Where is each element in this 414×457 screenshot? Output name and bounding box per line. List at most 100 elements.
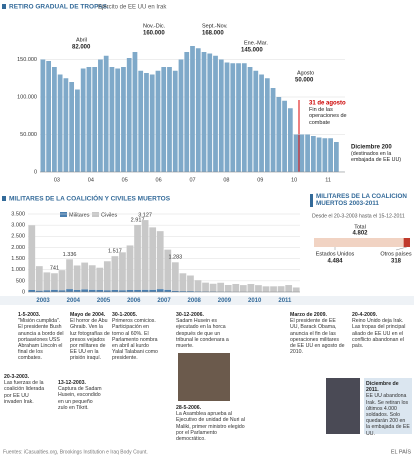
bar bbox=[264, 78, 270, 172]
annotation: Ene.-Mar. bbox=[244, 40, 268, 46]
bar bbox=[149, 227, 157, 290]
total-value: 4.802 bbox=[352, 231, 368, 237]
chart-title: RETIRO GRADUAL DE TROPAS. bbox=[9, 4, 109, 11]
annotation-box: (destinados en la embajada de EE UU) bbox=[351, 151, 402, 164]
bar bbox=[75, 89, 80, 172]
annotation: Diciembre 200 bbox=[351, 145, 392, 151]
bar bbox=[126, 245, 134, 290]
bar bbox=[194, 291, 202, 292]
bar bbox=[209, 283, 217, 292]
value-label: 3.127 bbox=[138, 213, 152, 219]
y-tick-label: 1.500 bbox=[11, 256, 25, 262]
bar bbox=[285, 285, 293, 292]
bar bbox=[310, 136, 316, 172]
bar bbox=[98, 59, 103, 172]
bar bbox=[109, 67, 115, 172]
other-bar bbox=[403, 238, 410, 247]
bar bbox=[73, 265, 81, 290]
bar bbox=[96, 267, 104, 290]
bar bbox=[276, 97, 282, 172]
x-tick-label: 06 bbox=[156, 177, 162, 183]
annotation: 82.000 bbox=[72, 45, 91, 51]
x-tick-label: 10 bbox=[291, 177, 297, 183]
bar bbox=[92, 67, 98, 172]
annotation: 31 de agosto bbox=[309, 101, 346, 107]
event: Diciembre de 2011. EE UU abandona Irak. S… bbox=[366, 381, 410, 437]
bar bbox=[322, 138, 328, 172]
bar bbox=[293, 134, 299, 172]
photo-saddam bbox=[178, 353, 230, 401]
bar bbox=[167, 67, 172, 172]
bar bbox=[126, 58, 132, 172]
header-marker bbox=[310, 194, 313, 207]
bar bbox=[184, 52, 190, 172]
bar bbox=[111, 256, 119, 290]
event: 30-12-2006. Sadam Husein es ejecutado en … bbox=[176, 312, 229, 350]
event: 1-5-2003. "Misión cumplida". El president… bbox=[18, 312, 64, 362]
y-tick-label: 3.500 bbox=[11, 211, 25, 217]
bar bbox=[155, 70, 161, 172]
annotation: Sept.-Nov. bbox=[202, 23, 228, 29]
y-tick-label: 50.000 bbox=[20, 132, 37, 138]
bar bbox=[86, 67, 92, 172]
bar bbox=[111, 289, 119, 292]
annotation: 145.000 bbox=[241, 48, 263, 54]
x-tick-label: 11 bbox=[325, 177, 331, 183]
bar bbox=[259, 74, 264, 172]
x-tick-label: 08 bbox=[223, 177, 229, 183]
y-tick-label: 0 bbox=[34, 169, 37, 175]
photo-obama bbox=[326, 378, 360, 434]
bar bbox=[73, 289, 81, 292]
bar bbox=[69, 82, 75, 172]
bar bbox=[218, 59, 224, 172]
annotation: Agosto bbox=[297, 70, 314, 76]
x-tick-label: 2003 bbox=[36, 298, 50, 304]
other-label: Otros países bbox=[380, 251, 411, 257]
x-tick-label: 2009 bbox=[218, 298, 232, 304]
bar bbox=[292, 287, 300, 292]
bar bbox=[241, 63, 247, 172]
bar bbox=[187, 275, 194, 292]
annotation: Fin de las operaciones de combate bbox=[309, 107, 347, 126]
panel-title-box: MILITARES DE LA COALICIÓN MUERTOS 2003-2… bbox=[316, 193, 407, 207]
value-label: 1.336 bbox=[63, 252, 77, 258]
legend-swatch bbox=[92, 212, 99, 217]
bar bbox=[119, 252, 126, 291]
bar bbox=[270, 286, 277, 292]
bar bbox=[247, 67, 253, 172]
legend-label: Militares bbox=[69, 212, 90, 218]
bar bbox=[63, 78, 69, 172]
y-tick-label: 2.000 bbox=[11, 245, 25, 251]
event: Mayo de 2004. El horror de Abu Ghraib. Ve… bbox=[70, 312, 110, 362]
event: 30-1-2005. Primeros comicios. Participaci… bbox=[112, 312, 158, 362]
x-tick-label: 2011 bbox=[278, 298, 292, 304]
annotation: Abril bbox=[76, 37, 87, 43]
bar bbox=[88, 289, 96, 292]
source: Fuentes: iCasualties.org, Brookings Inst… bbox=[3, 449, 148, 455]
bar bbox=[40, 59, 46, 172]
bar bbox=[333, 142, 339, 172]
bar bbox=[247, 284, 255, 292]
bar bbox=[236, 63, 241, 172]
annotation: 50.000 bbox=[295, 78, 314, 84]
panel-subtitle: Desde el 20-3-2003 hasta el 15-12-2011 bbox=[312, 213, 405, 219]
bar bbox=[119, 290, 126, 292]
bar bbox=[232, 283, 240, 292]
bar bbox=[103, 290, 111, 292]
bar bbox=[224, 284, 232, 292]
bar bbox=[28, 289, 36, 292]
event: Marzo de 2009. El presidente de EE UU, Ba… bbox=[290, 312, 345, 356]
event: 13-12-2003. Captura de Sadam Husein, esco… bbox=[58, 380, 102, 411]
brand: EL PAÍS bbox=[391, 448, 412, 455]
bar bbox=[134, 289, 141, 292]
bar bbox=[149, 74, 155, 172]
bar bbox=[270, 88, 276, 172]
bar bbox=[66, 259, 73, 290]
x-tick-label: 2008 bbox=[188, 298, 202, 304]
value-label: 1.517 bbox=[108, 249, 122, 255]
annotation: (destinados en la embajada de EE UU) bbox=[351, 151, 402, 164]
bar bbox=[57, 74, 63, 172]
leader bbox=[395, 246, 407, 251]
bar bbox=[195, 48, 201, 172]
